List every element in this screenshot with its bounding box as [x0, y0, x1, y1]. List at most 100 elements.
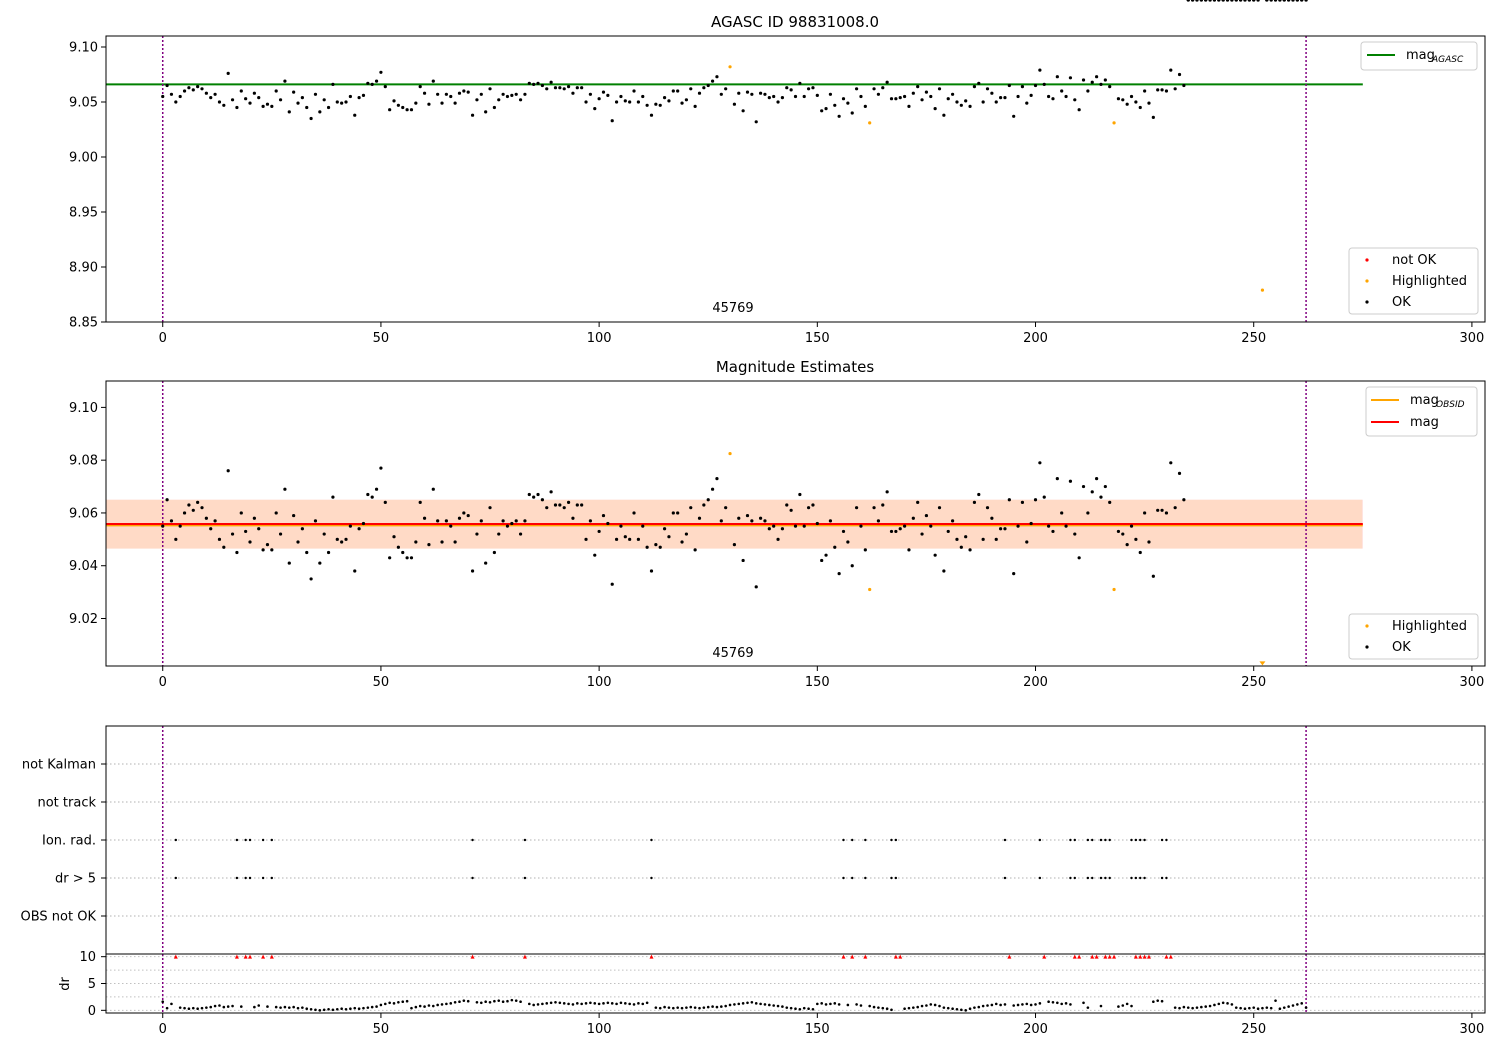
dr-point: [205, 1006, 208, 1009]
agasc-ytick-label: 8.95: [69, 206, 98, 221]
dr-point: [1016, 1003, 1020, 1007]
flag-event-point: [471, 876, 474, 880]
dr-point: [929, 1003, 933, 1006]
dr-point: [1029, 1003, 1033, 1007]
legend-label-base: mag: [1406, 48, 1435, 63]
ok-point: [1020, 500, 1025, 504]
ok-point: [863, 104, 867, 108]
dr-point: [994, 1002, 998, 1006]
ok-point: [261, 548, 265, 552]
ok-point: [662, 96, 667, 100]
ok-point: [501, 92, 505, 96]
ok-point: [1047, 524, 1051, 528]
ok-point: [623, 535, 627, 539]
ok-point: [833, 545, 837, 549]
agasc-ytick-label: 8.90: [69, 261, 98, 276]
ok-point: [204, 91, 208, 95]
dr-point: [493, 999, 496, 1003]
dr-clipped-marker: [261, 954, 266, 959]
ok-point: [418, 500, 422, 504]
dr-point: [1213, 1003, 1216, 1007]
ok-point: [558, 503, 562, 507]
ok-point: [820, 558, 824, 563]
agasc-panel: AGASC ID 98831008.0 8.85 8.90 8.95 9.00 9.05…: [69, 0, 1486, 346]
ok-point: [1108, 85, 1112, 89]
dr-point: [759, 1002, 762, 1006]
ok-point: [1265, 0, 1269, 2]
magnitude-xtick-label: 150: [805, 675, 830, 690]
ok-point: [1007, 83, 1011, 88]
dr-clipped-marker: [1138, 954, 1143, 959]
ok-point: [230, 532, 235, 536]
dr-point: [1130, 1004, 1133, 1008]
ok-point: [1151, 115, 1155, 119]
ok-point: [209, 96, 213, 100]
dr-clipped-marker: [1090, 954, 1095, 959]
ok-point: [1177, 471, 1182, 475]
dr-point: [833, 1002, 837, 1005]
flag-label: OBS not OK: [21, 910, 97, 925]
dr-point: [1291, 1004, 1295, 1007]
ok-point: [1304, 0, 1308, 2]
ok-point: [431, 487, 435, 491]
ok-point: [257, 527, 261, 531]
ok-point: [470, 569, 475, 573]
ok-point: [715, 477, 719, 481]
dr-point: [645, 1001, 649, 1005]
flag-event-point: [1108, 876, 1111, 880]
dr-point: [410, 1006, 413, 1010]
ok-point: [929, 524, 933, 528]
dr-point: [1034, 1003, 1037, 1006]
ok-point: [405, 108, 409, 112]
ok-point: [811, 503, 815, 507]
ok-point: [1138, 105, 1142, 110]
ok-point: [894, 529, 898, 534]
ok-point: [209, 527, 213, 531]
dr-point: [226, 1005, 230, 1008]
ok-point: [1134, 100, 1138, 104]
flag-event-point: [1165, 876, 1168, 880]
legend-label-ok: OK: [1392, 295, 1411, 310]
ok-point: [174, 537, 178, 541]
dr-point: [789, 1006, 793, 1010]
dr-point: [750, 1000, 754, 1004]
flags-xtick-label: 200: [1023, 1022, 1048, 1037]
flag-event-point: [1099, 876, 1103, 880]
ok-point: [863, 548, 867, 552]
ok-point: [571, 516, 575, 520]
flags-panel-frame: [105, 725, 1486, 1014]
ok-point: [654, 102, 658, 106]
ok-point: [1164, 511, 1169, 515]
dr-point: [610, 1002, 614, 1005]
ok-point: [562, 87, 566, 91]
dr-point: [196, 1007, 199, 1011]
dr-point: [187, 1007, 191, 1011]
dr-point: [968, 1007, 972, 1011]
dr-point: [178, 1006, 182, 1009]
ok-point: [1033, 498, 1038, 502]
ok-point: [305, 105, 309, 110]
magnitude-ytick-label: 9.06: [69, 506, 98, 521]
ok-point: [1125, 543, 1129, 547]
ok-point: [1121, 98, 1125, 102]
ok-point: [876, 519, 881, 523]
ok-point: [287, 561, 291, 565]
dr-point: [388, 1001, 391, 1005]
ok-point: [1221, 0, 1225, 2]
magnitude-xtick-label: 100: [587, 675, 612, 690]
ok-point: [492, 550, 496, 555]
dr-point: [1051, 1000, 1055, 1004]
agasc-xtick-label: 150: [805, 331, 830, 346]
ok-point: [1138, 550, 1142, 555]
ok-point: [964, 99, 968, 103]
ok-point: [283, 79, 287, 83]
dr-point: [431, 1004, 435, 1008]
ok-point: [641, 524, 645, 528]
dr-point: [1265, 1006, 1269, 1009]
flags-xtick-label: 0: [159, 1022, 167, 1037]
ok-point: [1047, 94, 1051, 99]
ok-point: [566, 85, 571, 89]
ok-point: [959, 103, 963, 107]
magnitude-ytick-label: 9.04: [69, 559, 98, 574]
ok-point: [1225, 0, 1230, 2]
